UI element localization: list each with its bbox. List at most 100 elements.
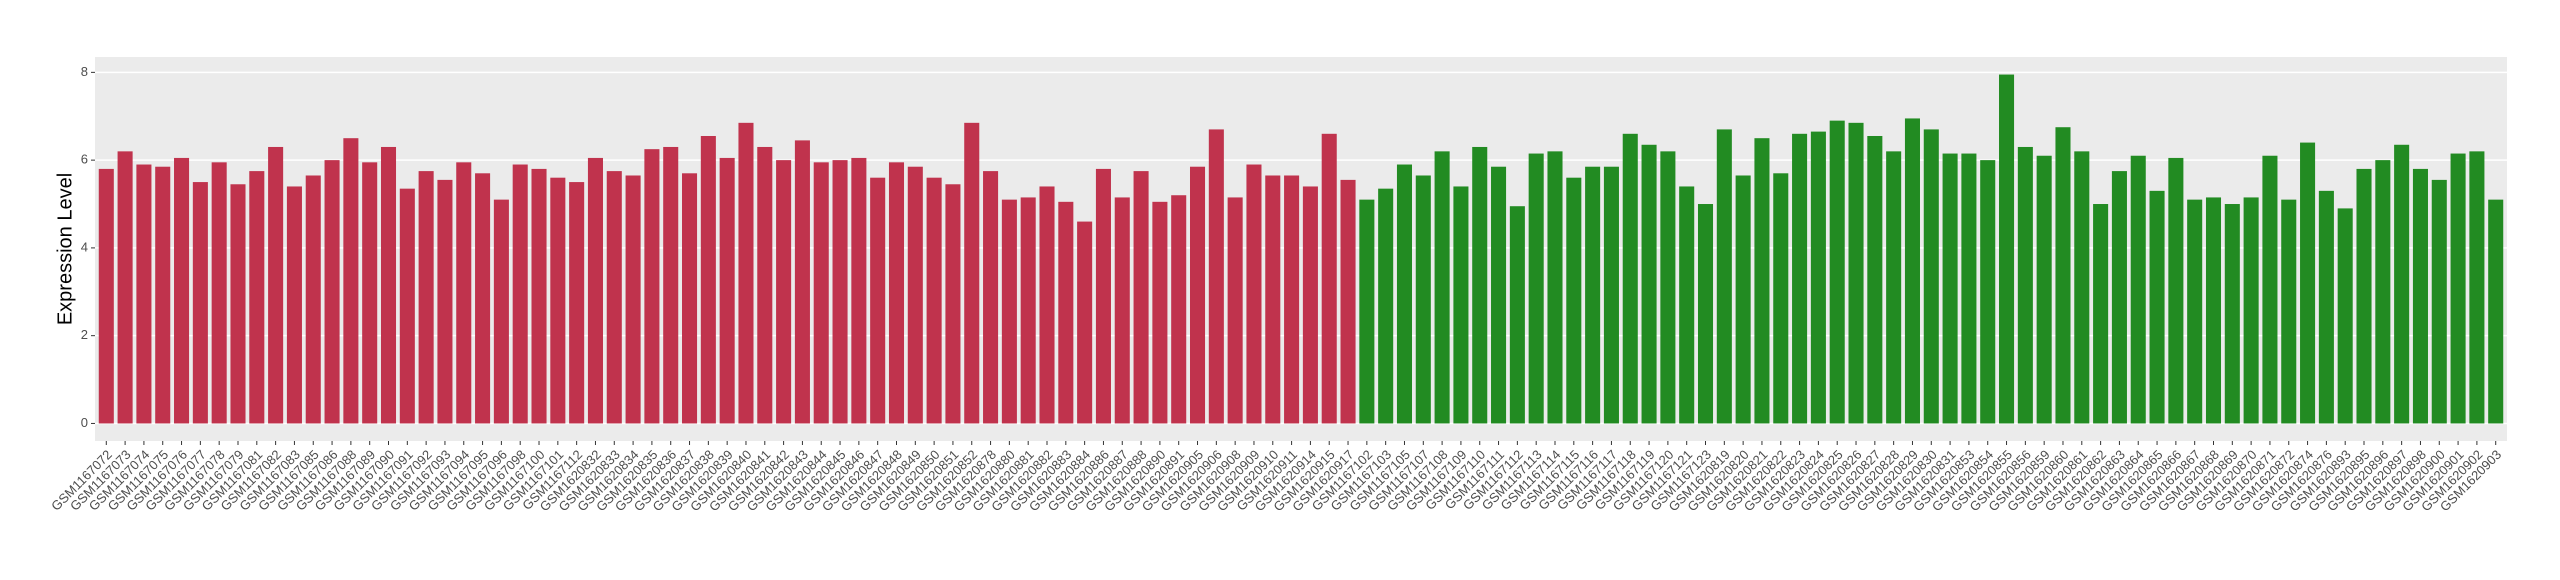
bar	[663, 146, 679, 424]
bar	[2036, 155, 2052, 424]
y-tick-label: 8	[81, 64, 88, 79]
bar	[1773, 173, 1789, 424]
bar	[1660, 151, 1676, 424]
bar	[2168, 157, 2184, 424]
bar	[192, 182, 208, 424]
bar	[1020, 197, 1036, 424]
bar	[1679, 186, 1695, 424]
bar	[1904, 118, 1920, 424]
y-tick-label: 4	[81, 239, 88, 254]
bar	[1189, 166, 1206, 424]
bar	[1810, 131, 1826, 424]
bar	[2488, 199, 2504, 424]
bar	[1716, 129, 1732, 424]
bar	[1641, 144, 1657, 424]
bar	[2243, 197, 2259, 424]
bar	[1321, 133, 1337, 424]
bar	[870, 177, 886, 424]
bar	[1246, 164, 1262, 424]
bar	[587, 157, 603, 424]
bar	[1208, 129, 1224, 424]
y-tick-label: 6	[81, 152, 88, 167]
bar	[1829, 120, 1845, 424]
bar	[2318, 190, 2334, 424]
bar	[2111, 171, 2127, 424]
bar	[174, 157, 190, 424]
bar	[1603, 166, 1619, 424]
bar	[1509, 206, 1525, 424]
bar	[1434, 151, 1450, 424]
bar	[1171, 195, 1187, 424]
bar	[493, 199, 509, 424]
bar	[98, 168, 114, 424]
bar	[2205, 197, 2222, 424]
bar	[1792, 133, 1808, 424]
bar	[286, 186, 302, 424]
bar	[926, 177, 942, 424]
bar	[531, 168, 547, 424]
bar	[2130, 155, 2146, 424]
bar	[380, 146, 397, 424]
bar	[794, 140, 810, 424]
y-tick-label: 2	[81, 327, 88, 342]
bar	[1340, 179, 1356, 424]
bar	[1001, 199, 1017, 424]
bar	[1302, 186, 1318, 424]
bar	[1848, 122, 1864, 424]
bar	[1754, 138, 1770, 424]
bar	[2074, 151, 2090, 424]
y-axis-label: Expression Level	[54, 173, 76, 325]
y-tick-label: 0	[81, 415, 88, 430]
bar	[1491, 166, 1507, 424]
bar	[136, 164, 152, 424]
bar	[1585, 166, 1601, 424]
bar	[1453, 186, 1469, 424]
bar	[268, 146, 284, 424]
bar	[2412, 168, 2428, 424]
bar	[1227, 197, 1243, 424]
bar	[700, 135, 716, 424]
bar	[606, 171, 622, 424]
bar	[682, 173, 698, 424]
bar	[1867, 135, 1883, 424]
bar	[2224, 204, 2240, 424]
bar	[437, 179, 453, 424]
bar	[625, 175, 641, 424]
bar	[1961, 153, 1977, 424]
bar	[305, 175, 321, 424]
bar	[1265, 175, 1281, 424]
bar	[2149, 190, 2165, 424]
bar	[2093, 204, 2109, 424]
bar	[2187, 199, 2203, 424]
bar	[757, 146, 773, 424]
bar	[983, 171, 999, 424]
bar	[2450, 153, 2466, 424]
bar	[644, 149, 660, 424]
bar	[1923, 129, 1939, 424]
bar	[249, 171, 265, 424]
bar	[1058, 201, 1074, 424]
bar	[2431, 179, 2447, 424]
bar	[155, 166, 171, 424]
bar	[324, 160, 340, 424]
bar	[1622, 133, 1638, 424]
bar	[1095, 168, 1111, 424]
bar	[1284, 175, 1300, 424]
bar	[2300, 142, 2316, 424]
bar	[1396, 164, 1413, 424]
bar	[230, 184, 246, 424]
bar	[2394, 144, 2410, 424]
bar	[1039, 186, 1055, 424]
bar	[776, 160, 792, 424]
bar	[813, 162, 829, 424]
bar	[888, 162, 905, 424]
bar	[418, 171, 434, 424]
bar	[2017, 146, 2033, 424]
bar	[945, 184, 961, 424]
bar	[550, 177, 566, 424]
bar	[1697, 204, 1714, 424]
bar	[117, 151, 133, 424]
bar	[2337, 208, 2353, 424]
bar	[964, 122, 980, 424]
bar	[2375, 160, 2391, 424]
